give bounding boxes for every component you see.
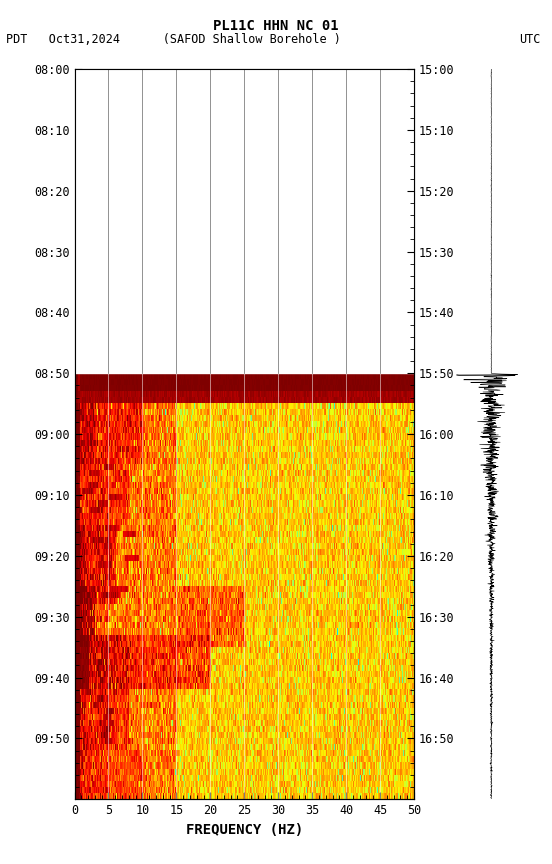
Text: PL11C HHN NC 01: PL11C HHN NC 01 xyxy=(213,19,339,33)
Bar xyxy=(75,69,414,373)
Text: UTC: UTC xyxy=(519,33,541,46)
Text: PDT   Oct31,2024      (SAFOD Shallow Borehole ): PDT Oct31,2024 (SAFOD Shallow Borehole ) xyxy=(6,33,341,46)
X-axis label: FREQUENCY (HZ): FREQUENCY (HZ) xyxy=(185,823,303,836)
